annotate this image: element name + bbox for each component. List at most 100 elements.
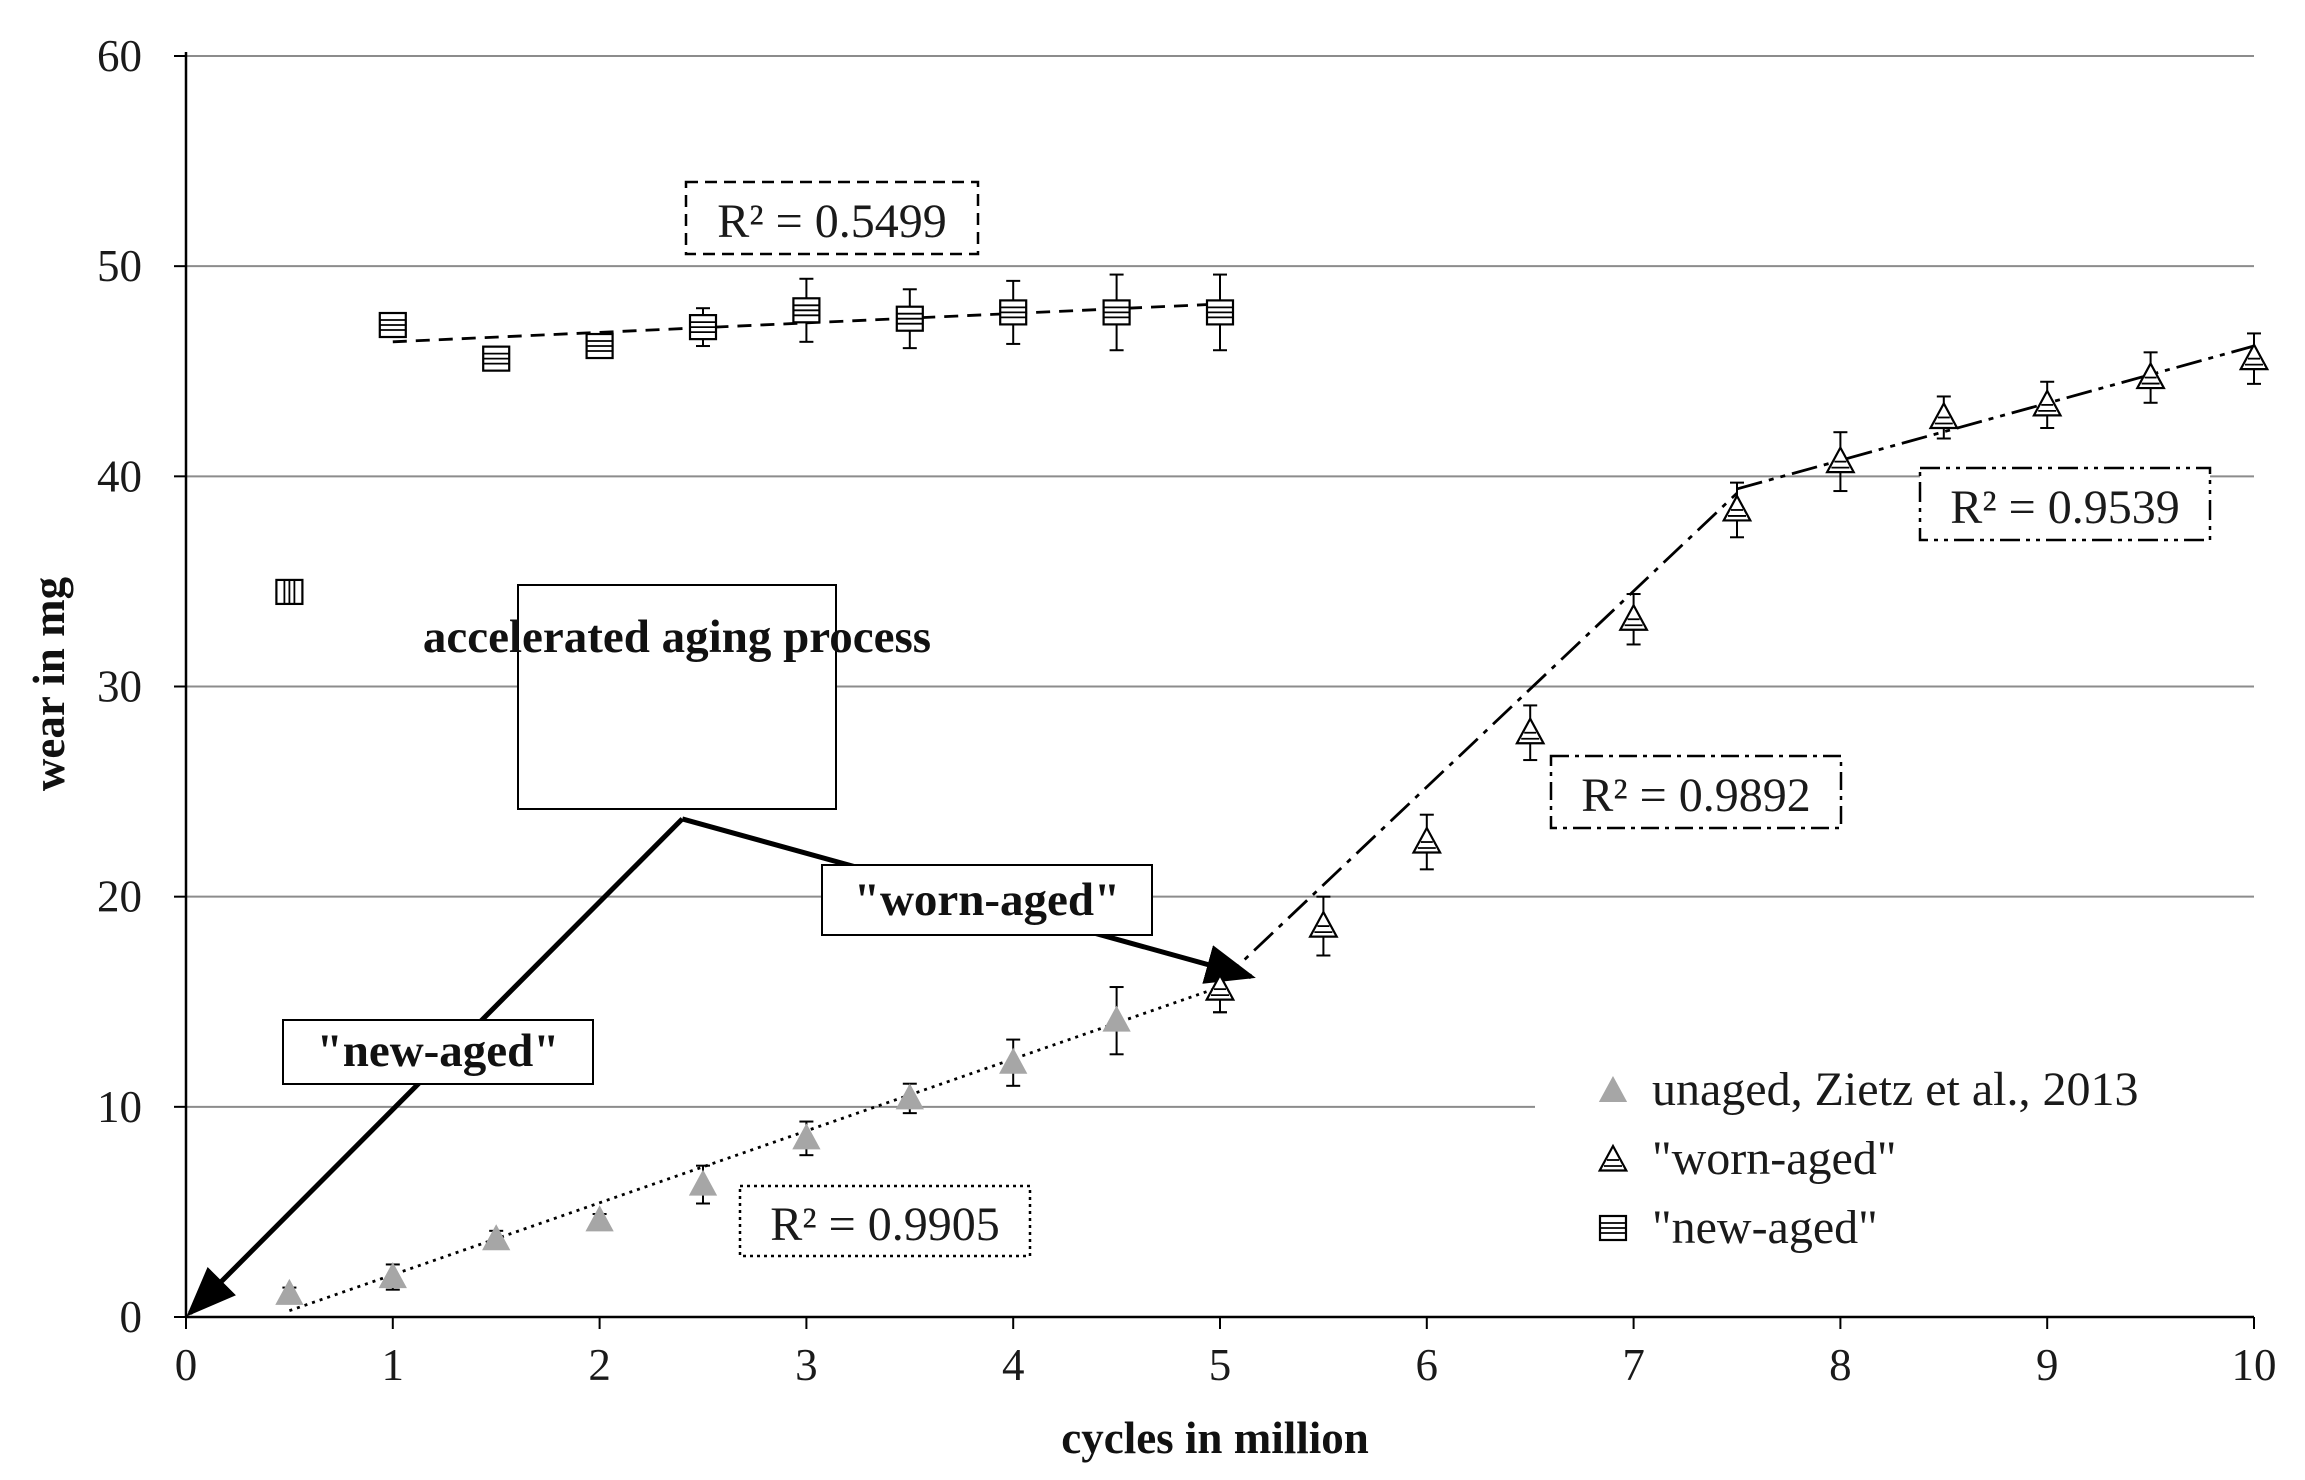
x-tick-label-3: 3 xyxy=(795,1340,818,1390)
legend-label-worn-aged: "worn-aged" xyxy=(1652,1132,1896,1185)
point-s1-p4 xyxy=(1618,602,1649,631)
r2-label-new-aged: R² = 0.5499 xyxy=(717,195,946,248)
gridlines xyxy=(186,55,2254,1108)
point-s0-p1 xyxy=(378,1262,407,1289)
point-s1-p0 xyxy=(1204,972,1236,1001)
x-tick-label-0: 0 xyxy=(175,1340,198,1390)
r2-label-worn-aged-early: R² = 0.9892 xyxy=(1581,769,1810,822)
x-tick-label-6: 6 xyxy=(1416,1340,1439,1390)
point-s1-p8-shape xyxy=(2032,388,2063,417)
point-s2-p0 xyxy=(378,311,407,339)
tick-labels: 0 10 20 30 40 50 60 0 1 2 3 4 5 6 7 8 9 10 xyxy=(97,31,2277,1390)
legend-marker-worn-aged-shape xyxy=(1597,1143,1629,1172)
point-s1-p10 xyxy=(2238,342,2270,371)
process-label: accelerated aging process xyxy=(423,611,931,663)
worn-aged-label-box xyxy=(821,864,1153,936)
legend-marker-unaged-shape xyxy=(1598,1075,1628,1102)
legend-label-unaged: unaged, Zietz et al., 2013 xyxy=(1652,1063,2139,1116)
point-s1-p3 xyxy=(1515,716,1546,745)
point-s1-p4-shape xyxy=(1618,602,1649,631)
point-s1-p10-shape xyxy=(2238,342,2270,371)
point-s0-p6-shape xyxy=(895,1083,924,1110)
x-tick-label-7: 7 xyxy=(1622,1340,1645,1390)
x-tick-label-4: 4 xyxy=(1002,1340,1025,1390)
r2-box-new-aged xyxy=(684,180,980,256)
legend-marker-unaged xyxy=(1598,1075,1628,1102)
x-tick-label-10: 10 xyxy=(2232,1340,2277,1390)
point-s1-p8 xyxy=(2032,388,2063,417)
legend-marker-worn-aged xyxy=(1597,1143,1629,1172)
y-tick-label-20: 20 xyxy=(97,872,142,922)
point-s0-p4 xyxy=(688,1169,718,1196)
y-tick-label-60: 60 xyxy=(97,31,142,81)
x-axis-title: cycles in million xyxy=(1061,1413,1369,1463)
point-s0-p7-shape xyxy=(999,1047,1028,1074)
point-s0-p8-shape xyxy=(1102,1005,1131,1032)
point-s1-p1 xyxy=(1308,909,1339,938)
point-s1-p7-shape xyxy=(1928,401,1959,430)
x-tick-label-1: 1 xyxy=(382,1340,405,1390)
point-s1-p2-shape xyxy=(1411,825,1442,854)
point-s1-p0-shape xyxy=(1204,972,1236,1001)
point-s1-p1-shape xyxy=(1308,909,1339,938)
point-s0-p0 xyxy=(275,1278,304,1305)
r2-box-worn-aged-late xyxy=(1918,466,2212,542)
y-tick-label-40: 40 xyxy=(97,451,142,501)
point-s1-p6 xyxy=(1825,445,1856,474)
y-axis-title: wear in mg xyxy=(24,576,74,791)
point-s0-p5-shape xyxy=(792,1123,821,1150)
point-s2-p5 xyxy=(895,305,924,332)
point-s1-p2 xyxy=(1411,825,1442,854)
legend xyxy=(1597,1075,1629,1242)
y-tick-label-0: 0 xyxy=(120,1292,143,1342)
r2-box-unaged xyxy=(738,1184,1032,1258)
trendline-2 xyxy=(1736,344,2255,491)
x-tick-label-8: 8 xyxy=(1829,1340,1852,1390)
y-tick-label-10: 10 xyxy=(97,1082,142,1132)
r2-box-worn-aged-early xyxy=(1549,754,1843,830)
point-s0-p5 xyxy=(792,1123,821,1150)
point-s0-p6 xyxy=(895,1083,924,1110)
point-s1-p5-shape xyxy=(1721,493,1753,522)
point-s2-p2 xyxy=(585,332,614,360)
new-aged-label: "new-aged" xyxy=(317,1025,560,1077)
point-s2-p1 xyxy=(482,345,511,372)
point-s0-p2-shape xyxy=(482,1224,511,1251)
new-aged-label-box xyxy=(282,1019,594,1085)
point-s0-p0-shape xyxy=(275,1278,304,1305)
process-box xyxy=(517,584,837,810)
trendline-1 xyxy=(1219,492,1738,984)
point-s1-p9 xyxy=(2135,361,2166,390)
point-s0-p1-shape xyxy=(378,1262,407,1289)
point-s0-p3-shape xyxy=(585,1205,614,1232)
point-s0-p3 xyxy=(585,1205,614,1232)
r2-label-worn-aged-late: R² = 0.9539 xyxy=(1950,481,2179,534)
point-s0-p8 xyxy=(1102,1005,1131,1032)
point-s0-p2 xyxy=(482,1224,511,1251)
point-s1-p5 xyxy=(1721,493,1753,522)
x-tick-label-9: 9 xyxy=(2036,1340,2059,1390)
point-s2-p6 xyxy=(999,299,1028,326)
y-tick-label-30: 30 xyxy=(97,662,142,712)
point-s3-p0 xyxy=(275,578,304,606)
point-s1-p7 xyxy=(1928,401,1959,430)
worn-aged-label: "worn-aged" xyxy=(854,874,1120,926)
point-s2-p3 xyxy=(688,314,718,341)
point-s1-p3-shape xyxy=(1515,716,1546,745)
r2-label-unaged: R² = 0.9905 xyxy=(770,1198,999,1251)
x-tick-label-2: 2 xyxy=(588,1340,611,1390)
point-s2-p7 xyxy=(1102,299,1131,326)
legend-marker-new-aged xyxy=(1598,1214,1628,1242)
legend-label-new-aged: "new-aged" xyxy=(1652,1201,1878,1254)
point-s1-p9-shape xyxy=(2135,361,2166,390)
point-s0-p7 xyxy=(999,1047,1028,1074)
x-tick-label-5: 5 xyxy=(1209,1340,1232,1390)
point-s0-p4-shape xyxy=(688,1169,718,1196)
point-s1-p6-shape xyxy=(1825,445,1856,474)
data-points xyxy=(275,273,2270,1305)
axes xyxy=(174,52,2255,1329)
point-s2-p8 xyxy=(1205,299,1235,326)
y-tick-label-50: 50 xyxy=(97,241,142,291)
point-s2-p4 xyxy=(792,297,821,324)
